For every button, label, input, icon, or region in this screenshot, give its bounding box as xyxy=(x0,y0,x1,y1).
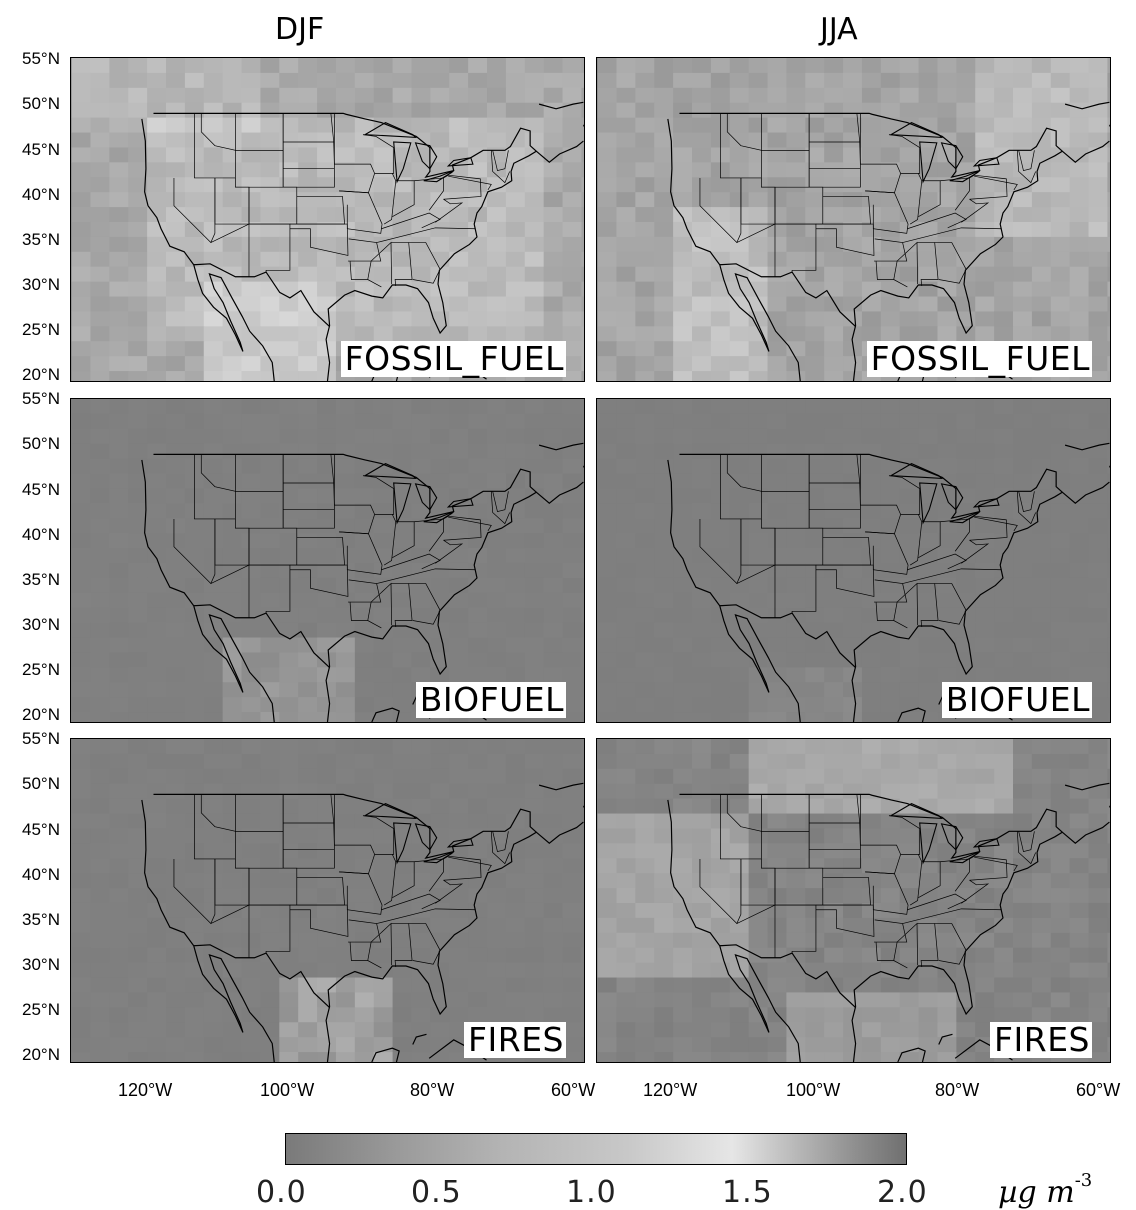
colorbar xyxy=(285,1133,907,1165)
lat-label: 40°N xyxy=(22,185,60,204)
lat-label: 40°N xyxy=(22,865,60,884)
lat-label: 20°N xyxy=(22,365,60,384)
lat-label: 20°N xyxy=(22,1045,60,1064)
panel-label: FOSSIL_FUEL xyxy=(866,341,1092,377)
field-cells xyxy=(71,58,584,381)
lat-label: 25°N xyxy=(22,320,60,339)
lat-label: 45°N xyxy=(22,480,60,499)
panel-label: FOSSIL_FUEL xyxy=(340,341,566,377)
lon-label: 60°W xyxy=(1076,1080,1121,1100)
panel-label: FIRES xyxy=(990,1022,1092,1058)
map-panel-jja-biofuel: BIOFUEL xyxy=(596,398,1111,723)
colorbar-tick: 0.0 xyxy=(256,1175,307,1210)
map-outlines xyxy=(141,442,584,722)
map-panel-djf-fires: FIRES xyxy=(70,738,585,1063)
lon-label: 120°W xyxy=(643,1080,698,1100)
map-canvas xyxy=(597,739,1110,1062)
map-panel-jja-fossil-fuel: FOSSIL_FUEL xyxy=(596,57,1111,382)
colorbar-tick: 1.5 xyxy=(722,1175,773,1210)
column-title-jja: JJA xyxy=(820,12,858,47)
map-canvas xyxy=(71,739,584,1062)
map-outlines xyxy=(141,782,584,1062)
map-canvas xyxy=(597,399,1110,722)
lon-label: 100°W xyxy=(786,1080,841,1100)
column-title-djf: DJF xyxy=(275,12,325,47)
field-cells xyxy=(597,399,1110,722)
lon-label: 80°W xyxy=(410,1080,455,1100)
lon-label: 60°W xyxy=(551,1080,596,1100)
lat-label: 30°N xyxy=(22,615,60,634)
lat-label: 40°N xyxy=(22,525,60,544)
map-panel-jja-fires: FIRES xyxy=(596,738,1111,1063)
lat-label: 50°N xyxy=(22,434,60,453)
map-canvas xyxy=(597,58,1110,381)
map-outlines xyxy=(141,101,584,381)
lat-label: 35°N xyxy=(22,230,60,249)
map-outlines xyxy=(667,101,1110,381)
lat-label: 50°N xyxy=(22,774,60,793)
map-panel-djf-fossil-fuel: FOSSIL_FUEL xyxy=(70,57,585,382)
lat-label: 45°N xyxy=(22,140,60,159)
panel-label: BIOFUEL xyxy=(941,682,1092,718)
lat-label: 55°N xyxy=(22,729,60,748)
colorbar-tick: 1.0 xyxy=(566,1175,617,1210)
lat-label: 25°N xyxy=(22,1000,60,1019)
unit-text: µg m xyxy=(998,1175,1075,1210)
map-outlines xyxy=(667,782,1110,1062)
map-canvas xyxy=(71,399,584,722)
lat-label: 35°N xyxy=(22,910,60,929)
lon-label: 80°W xyxy=(935,1080,980,1100)
map-outlines xyxy=(667,442,1110,722)
unit-exponent: -3 xyxy=(1074,1170,1093,1191)
lat-label: 35°N xyxy=(22,570,60,589)
colorbar-tick: 0.5 xyxy=(411,1175,462,1210)
lat-label: 55°N xyxy=(22,389,60,408)
map-panel-djf-biofuel: BIOFUEL xyxy=(70,398,585,723)
lat-label: 55°N xyxy=(22,49,60,68)
colorbar-unit: µg m-3 xyxy=(998,1170,1092,1210)
lat-label: 20°N xyxy=(22,705,60,724)
lat-label: 30°N xyxy=(22,275,60,294)
panel-label: BIOFUEL xyxy=(415,682,566,718)
lon-label: 120°W xyxy=(118,1080,173,1100)
field-cells xyxy=(597,58,1110,381)
panel-label: FIRES xyxy=(464,1022,566,1058)
lat-label: 50°N xyxy=(22,94,60,113)
lat-label: 45°N xyxy=(22,820,60,839)
lat-label: 25°N xyxy=(22,660,60,679)
lon-label: 100°W xyxy=(260,1080,315,1100)
lat-label: 30°N xyxy=(22,955,60,974)
map-canvas xyxy=(71,58,584,381)
colorbar-tick: 2.0 xyxy=(877,1175,928,1210)
